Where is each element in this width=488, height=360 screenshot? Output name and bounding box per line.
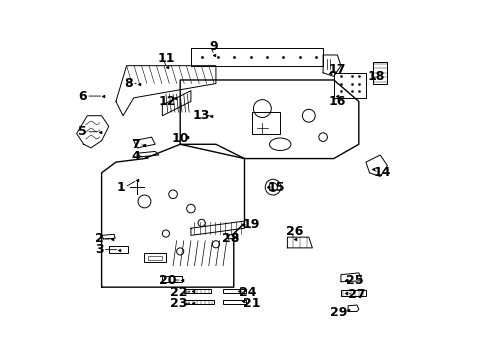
Text: 19: 19: [243, 218, 260, 231]
Bar: [223, 300, 246, 304]
Text: 16: 16: [328, 95, 346, 108]
Text: 11: 11: [158, 52, 175, 65]
Text: 3: 3: [95, 243, 103, 256]
Text: 8: 8: [124, 77, 132, 90]
Text: 28: 28: [221, 233, 239, 246]
Text: 5: 5: [78, 125, 87, 138]
Bar: [340, 290, 365, 296]
Text: 6: 6: [78, 90, 87, 103]
Bar: [251, 112, 280, 134]
Bar: [108, 246, 128, 253]
Text: 10: 10: [171, 132, 188, 145]
Text: 1: 1: [117, 181, 125, 194]
Text: 7: 7: [131, 139, 140, 152]
Text: 9: 9: [209, 40, 218, 53]
Text: 13: 13: [193, 109, 210, 122]
Text: 29: 29: [330, 306, 347, 319]
Text: 14: 14: [372, 166, 390, 179]
Text: 2: 2: [95, 233, 103, 246]
Text: 15: 15: [267, 181, 285, 194]
Text: 22: 22: [169, 286, 187, 299]
Bar: [223, 289, 246, 293]
Text: 23: 23: [169, 297, 187, 310]
Bar: [183, 289, 210, 293]
Text: 17: 17: [328, 63, 346, 76]
Bar: [144, 253, 165, 262]
Bar: [148, 256, 162, 260]
Text: 25: 25: [346, 274, 363, 287]
Bar: [372, 62, 386, 84]
Bar: [333, 73, 365, 98]
Text: 26: 26: [285, 225, 303, 238]
Text: 4: 4: [131, 150, 140, 163]
Text: 12: 12: [159, 95, 176, 108]
Text: 21: 21: [243, 297, 260, 310]
Bar: [183, 300, 214, 304]
Text: 20: 20: [159, 274, 176, 287]
Text: 24: 24: [239, 286, 256, 299]
Text: 27: 27: [347, 288, 365, 301]
Text: 18: 18: [367, 70, 385, 83]
Bar: [162, 276, 182, 282]
